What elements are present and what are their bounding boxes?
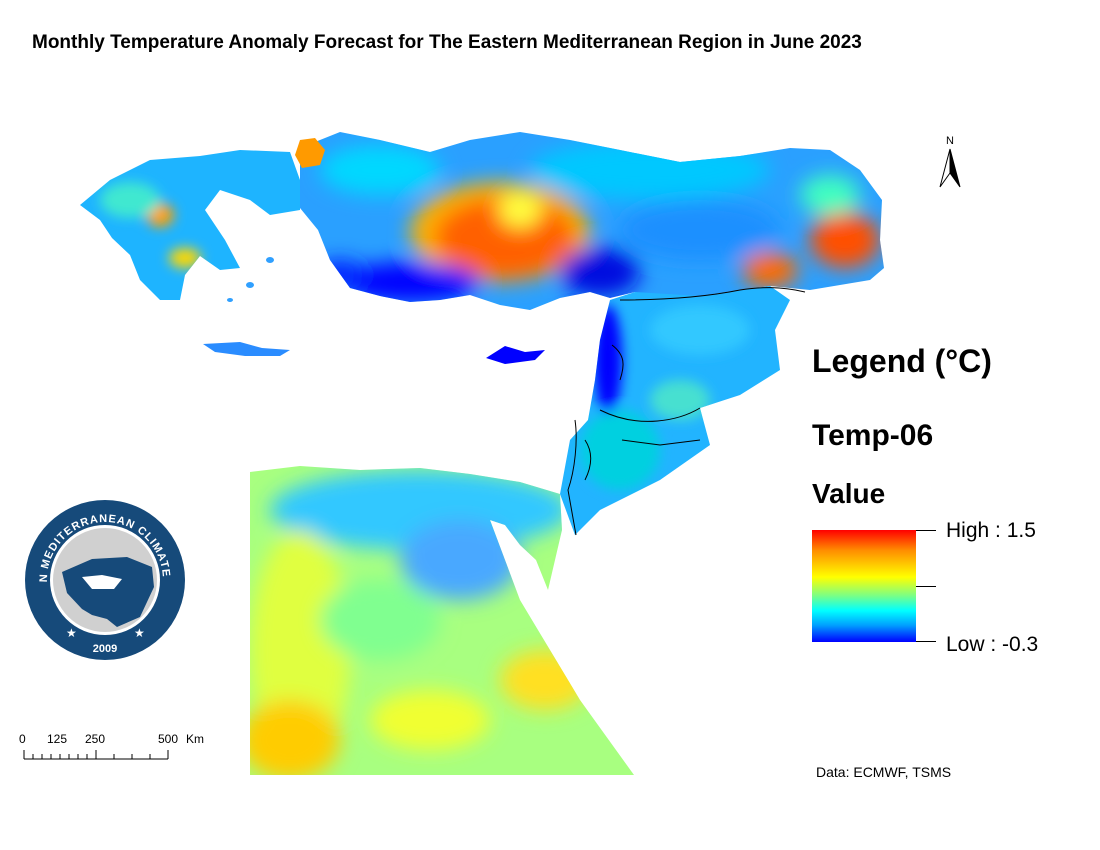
legend-high-label: High : 1.5 — [946, 519, 1036, 542]
scale-unit: Km — [186, 732, 204, 746]
legend-layer-name: Temp-06 — [812, 419, 934, 452]
islands — [203, 138, 545, 364]
legend-low-label: Low : -0.3 — [946, 633, 1039, 656]
legend-high-tick — [916, 530, 936, 531]
scale-label-500: 500 — [158, 732, 179, 746]
scale-label-125: 125 — [47, 732, 68, 746]
scale-bar — [23, 750, 169, 760]
north-arrow: N — [936, 133, 964, 196]
north-label: N — [946, 135, 954, 147]
legend-color-ramp — [812, 530, 916, 642]
scale-label-250: 250 — [85, 732, 106, 746]
country-borders — [567, 287, 806, 536]
logo-year: 2009 — [93, 643, 117, 655]
legend-mid-tick — [916, 586, 936, 587]
svg-text:★: ★ — [134, 626, 145, 640]
greece-region — [80, 150, 300, 300]
data-credit: Data: ECMWF, TSMS — [816, 764, 952, 780]
map-title: Monthly Temperature Anomaly Forecast for… — [32, 32, 862, 53]
legend-field-name: Value — [812, 478, 886, 509]
turkey-region — [300, 132, 884, 310]
emcc-logo-icon: EASTERN MEDITERRANEAN CLIMATE CENTRE 200… — [18, 488, 188, 668]
legend-heading: Legend (°C) — [812, 343, 992, 379]
legend-low-tick — [916, 641, 936, 642]
scale-label-0: 0 — [19, 732, 26, 746]
levant-region — [560, 286, 790, 535]
svg-text:★: ★ — [66, 626, 77, 640]
